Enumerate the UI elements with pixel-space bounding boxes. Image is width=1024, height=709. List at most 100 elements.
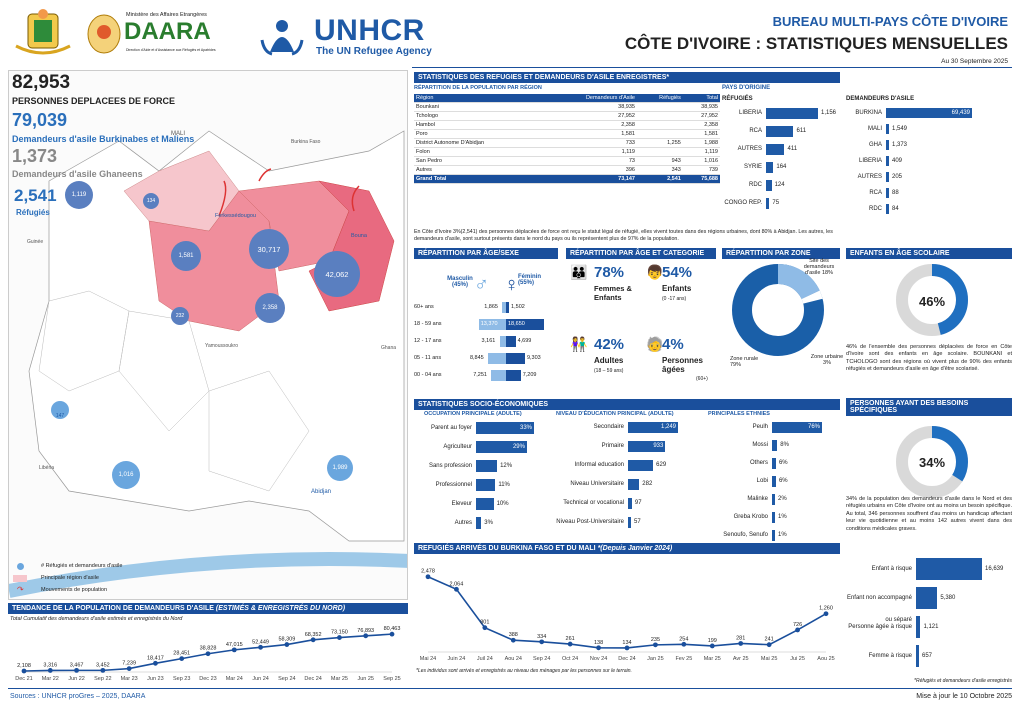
data-label: 261 — [566, 636, 575, 642]
bar — [916, 616, 921, 638]
data-label: 801 — [480, 620, 489, 626]
bar-value: 29% — [512, 444, 525, 450]
bar-value: 629 — [656, 462, 667, 468]
bar — [886, 124, 889, 134]
bar-value: 1,249 — [660, 424, 676, 430]
place-ghana: Ghana — [381, 345, 397, 351]
edu-chart: Secondaire 1,249 Primaire 933 Informal educa… — [556, 422, 702, 540]
bar — [886, 156, 889, 166]
data-point — [21, 668, 27, 674]
data-point — [179, 656, 185, 662]
table-cell: 27,952 — [682, 111, 720, 121]
office-title: BUREAU MULTI-PAYS CÔTE D'IVOIRE — [772, 14, 1008, 29]
bar-value: 75 — [772, 200, 780, 206]
bar-label: Niveau Universitaire — [570, 481, 624, 487]
map-bubble: 2,358 — [255, 293, 285, 323]
needs-note: *Réfugiés et demandeurs d'asile enregist… — [914, 678, 1012, 684]
bar — [628, 517, 631, 528]
bar — [772, 530, 775, 541]
male-bar — [502, 302, 506, 313]
bar — [772, 476, 776, 487]
female-bar — [506, 353, 525, 364]
data-label: 68,352 — [305, 632, 322, 638]
male-bar — [487, 353, 506, 364]
bar — [916, 558, 982, 580]
school-title: ENFANTS EN ÂGE SCOLAIRE — [846, 248, 1012, 259]
data-label: 80,463 — [384, 626, 401, 632]
tick-label: Sep 24 — [278, 676, 295, 682]
data-label: 52,449 — [252, 639, 269, 645]
table-cell — [636, 102, 683, 112]
kpi-ghana: 1,373 — [12, 146, 58, 166]
bar-label: Informal education — [574, 462, 624, 468]
bar-value: 11% — [498, 482, 510, 488]
data-label: 134 — [622, 640, 631, 646]
tick-label: Sep 23 — [173, 676, 190, 682]
bar — [886, 140, 889, 150]
male-icon: ♂ — [474, 274, 489, 296]
page-title: CÔTE D'IVOIRE : STATISTIQUES MENSUELLES — [624, 34, 1008, 53]
bar-label: Eleveur — [451, 501, 472, 507]
trend-title: TENDANCE DE LA POPULATION DE DEMANDEURS … — [8, 603, 408, 614]
bar-label: Enfant à risque — [871, 566, 912, 572]
data-point — [47, 668, 53, 673]
arrivals-note: *Les individus sont arrivés et enregistr… — [416, 668, 632, 674]
bar — [628, 460, 654, 471]
male-value: 13,370 — [480, 321, 498, 327]
bar-value: 411 — [787, 146, 798, 152]
data-point — [795, 627, 800, 633]
bar — [628, 498, 632, 509]
data-point — [567, 641, 573, 647]
female-value: 4,699 — [517, 338, 532, 344]
data-label: 138 — [594, 640, 603, 646]
table-cell: 396 — [542, 165, 637, 175]
data-label: 281 — [736, 635, 745, 641]
data-point — [310, 637, 316, 643]
age-pyramid: 60+ ans 1,865 1,502 18 - 59 ans 13,370 18,650… — [414, 302, 558, 388]
data-point — [454, 586, 459, 592]
bar-value: 1% — [778, 532, 787, 538]
map-bubble: 232 — [171, 307, 189, 325]
table-cell: 943 — [636, 156, 683, 166]
cat-title: RÉPARTITION PAR ÂGE ET CATEGORIE — [566, 248, 716, 259]
cat-l4: Personnes âgées — [662, 356, 703, 374]
table-cell: 733 — [542, 138, 637, 148]
age-label: 60+ ans — [414, 304, 434, 310]
bar-value: 933 — [653, 443, 664, 449]
data-point — [100, 667, 106, 673]
male-value: 7,251 — [473, 372, 487, 378]
data-point — [337, 635, 342, 640]
kpi-asylum-label: Demandeurs d'asile Burkinabes et Maliens — [12, 134, 195, 144]
female-bar — [506, 302, 510, 313]
male-label: Masculin (45%) — [447, 276, 473, 288]
bar-value: 657 — [922, 653, 933, 659]
bar-value: 1,373 — [892, 142, 908, 148]
age-label: 05 - 11 ans — [414, 355, 442, 361]
trend-chart: 2,108 Dec 21 3,316 Mar 22 3,467 Jun 22 3,452 Se… — [15, 626, 401, 682]
kpi-ghana-label: Demandeurs d'asile Ghaneens — [12, 169, 143, 179]
report-date: Au 30 Septembre 2025 — [941, 58, 1008, 65]
table-cell: Tchologo — [414, 111, 543, 121]
tick-label: Jun 25 — [357, 676, 374, 682]
occ-chart: Parent au foyer 33% Agriculteur 29% Sans pro… — [414, 422, 550, 540]
bar — [772, 458, 776, 469]
bar-value: 8% — [780, 442, 789, 448]
tick-label: Dec 21 — [15, 676, 32, 682]
bar-value: 76% — [807, 424, 820, 430]
female-bar — [506, 336, 516, 347]
female-value: 1,502 — [511, 304, 525, 310]
age-title: RÉPARTITION PAR ÂGE/SEXE — [414, 248, 558, 259]
bar-label: Femme à risque — [868, 653, 912, 659]
data-point — [596, 645, 601, 651]
bar-value: 5,380 — [940, 595, 956, 601]
data-point — [389, 631, 395, 637]
table-cell: 739 — [682, 165, 720, 175]
male-value: 1,865 — [484, 304, 498, 310]
bar-value: 1% — [778, 514, 787, 520]
table-cell: 1,119 — [682, 147, 720, 157]
cat-s2: (0 -17 ans) — [662, 296, 687, 302]
legend-region-label: Principale région d'asile — [41, 575, 99, 581]
bar-value: 6% — [778, 460, 788, 466]
cat-p1: 78% — [594, 264, 625, 281]
place-liberia: Libéria — [39, 465, 55, 471]
